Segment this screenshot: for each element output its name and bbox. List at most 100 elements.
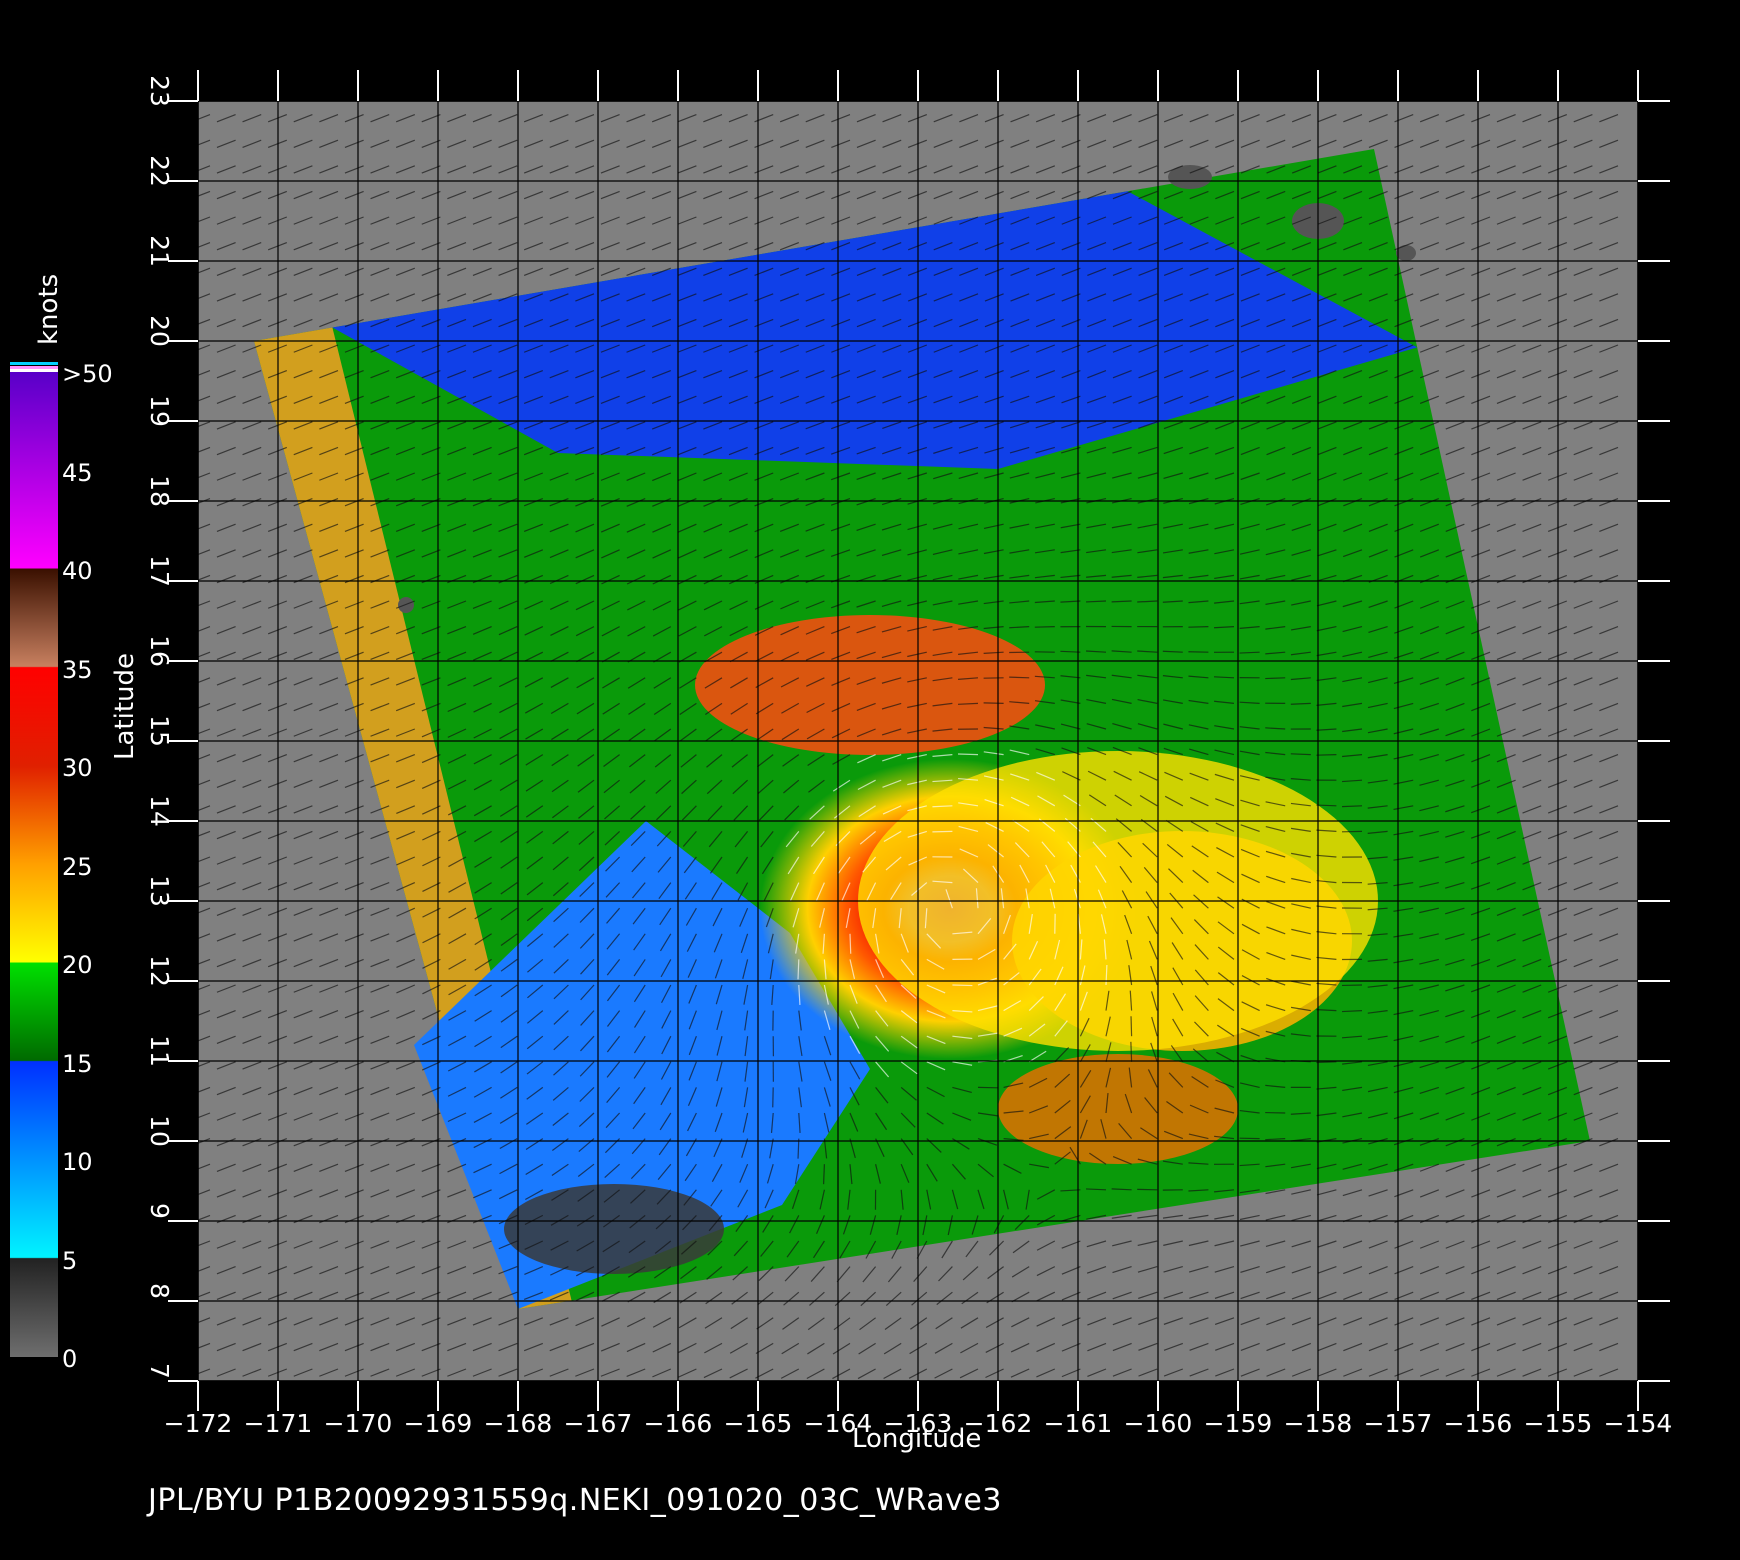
wind-vector (396, 882, 416, 892)
wind-vector (741, 1138, 749, 1158)
colorbar-tick-label: 40 (62, 557, 93, 585)
wind-vector (1105, 1067, 1112, 1088)
wind-vector (421, 114, 441, 123)
wind-vector (601, 549, 620, 559)
wind-vector (1086, 523, 1107, 529)
wind-vector (600, 190, 620, 200)
wind-vector (1054, 1126, 1072, 1140)
wind-vector (1061, 395, 1081, 404)
wind-vector (344, 984, 364, 993)
wind-vector (933, 472, 953, 480)
wind-vector (1393, 1112, 1414, 1120)
wind-vector (474, 984, 492, 997)
wind-vector (242, 958, 262, 968)
wind-vector (421, 139, 441, 149)
wind-vector (679, 677, 697, 689)
wind-vector (831, 702, 851, 713)
wind-vector (932, 523, 953, 530)
wind-vector (1138, 190, 1158, 200)
wind-vector (677, 344, 697, 353)
wind-vector (1496, 1112, 1516, 1121)
wind-vector (1342, 1240, 1363, 1249)
wind-vector (652, 523, 672, 533)
wind-vector (682, 1214, 697, 1231)
wind-vector (1522, 933, 1542, 942)
wind-vector (575, 395, 595, 405)
wind-vector (550, 600, 569, 610)
wind-vector (1496, 344, 1516, 353)
wind-vector (1522, 165, 1542, 174)
wind-vector (984, 216, 1004, 225)
wind-vector (370, 1035, 390, 1045)
wind-vector (549, 318, 569, 328)
wind-vector (242, 1112, 262, 1121)
wind-vector (1266, 370, 1286, 379)
wind-vector (344, 267, 364, 277)
wind-vector (1114, 794, 1132, 807)
wind-vector (1599, 882, 1619, 891)
wind-vector (1368, 318, 1388, 328)
wind-vector (198, 165, 211, 172)
wind-vector (198, 1061, 211, 1068)
wind-vector (472, 626, 492, 635)
wind-vector (1445, 702, 1465, 712)
wind-vector (1573, 421, 1593, 430)
wind-vector (498, 1266, 518, 1275)
wind-vector (498, 344, 518, 353)
wind-vector (728, 242, 748, 251)
wind-vector (728, 267, 748, 277)
wind-vector (652, 549, 672, 559)
wind-vector (1471, 600, 1491, 609)
wind-vector (1191, 845, 1209, 858)
wind-vector (830, 549, 851, 557)
wind-vector (1496, 267, 1516, 277)
wind-vector (1010, 1368, 1030, 1378)
wind-vector (659, 1112, 672, 1131)
wind-vector (344, 779, 364, 789)
wind-vector (198, 1086, 211, 1093)
wind-vector (198, 1214, 211, 1221)
wind-vector (1317, 344, 1337, 353)
wind-vector (1085, 1188, 1107, 1191)
wind-vector (1240, 344, 1260, 353)
wind-vector (958, 421, 979, 429)
wind-vector (1445, 677, 1465, 686)
wind-vector (473, 651, 492, 661)
wind-vector (293, 1138, 313, 1147)
wind-vector (1599, 626, 1619, 635)
wind-vector (1599, 1112, 1619, 1121)
wind-vector (1119, 865, 1133, 883)
wind-vector (395, 1112, 416, 1121)
wind-vector (798, 1112, 801, 1133)
wind-vector (651, 446, 672, 456)
wind-vector (783, 1291, 800, 1306)
wind-vector (985, 1342, 1004, 1353)
wind-vector (984, 421, 1004, 429)
wind-vector (716, 1061, 723, 1082)
wind-vector (1290, 1033, 1311, 1037)
wind-vector (523, 344, 544, 353)
wind-vector (523, 267, 544, 277)
wind-vector (1419, 1189, 1440, 1198)
wind-vector (1291, 600, 1311, 606)
wind-vector (934, 1368, 953, 1379)
wind-vector (1573, 1061, 1593, 1070)
wind-vector (626, 139, 646, 149)
wind-vector (633, 984, 646, 1003)
wind-vector (728, 523, 748, 533)
wind-vector (984, 114, 1004, 123)
wind-vector (703, 421, 723, 430)
wind-vector (971, 1215, 979, 1235)
wind-vector (216, 1317, 236, 1326)
wind-vector (823, 959, 827, 980)
wind-vector (856, 421, 876, 430)
wind-vector (447, 728, 467, 738)
y-tick-label: 14 (145, 795, 174, 827)
wind-vector (1445, 165, 1465, 174)
wind-vector (1028, 968, 1042, 986)
wind-vector (580, 1010, 595, 1026)
wind-vector (242, 882, 262, 891)
wind-vector (1086, 1240, 1107, 1248)
wind-vector (472, 318, 492, 328)
wind-vector (900, 959, 915, 976)
